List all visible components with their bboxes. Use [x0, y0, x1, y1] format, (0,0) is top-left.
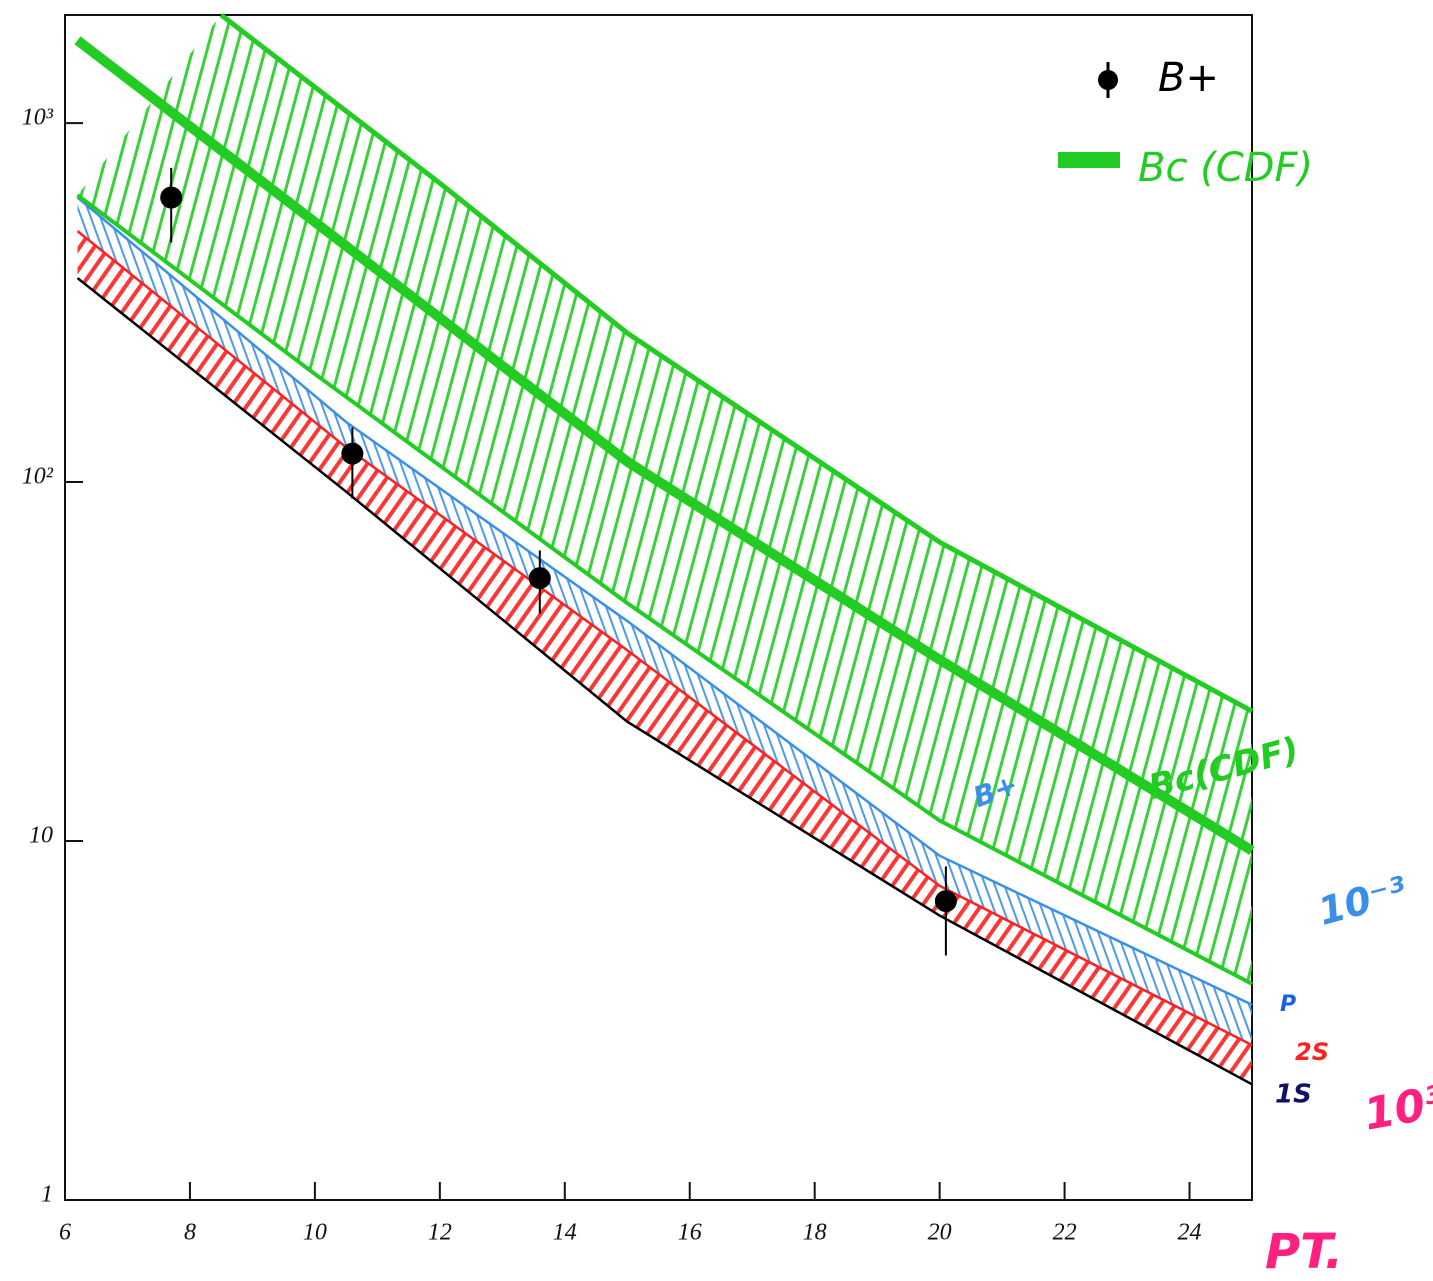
x-tick-label: 24: [1178, 1220, 1202, 1246]
annotation: 2S: [1295, 1038, 1329, 1066]
curve: [219, 13, 1254, 714]
annotation: 1S: [1275, 1080, 1312, 1110]
legend-label: B+: [1158, 55, 1219, 101]
annotation: PT.: [1265, 1224, 1343, 1280]
x-tick-label: 14: [553, 1220, 577, 1246]
y-tick-label: 1: [41, 1182, 53, 1208]
x-tick-label: 10: [303, 1220, 327, 1246]
x-tick-label: 12: [428, 1220, 452, 1246]
x-tick-label: 6: [59, 1220, 71, 1246]
y-tick-label: 10²: [22, 464, 54, 490]
data-point: [160, 186, 183, 209]
legend-swatch: [1098, 70, 1118, 90]
annotation: P: [1280, 992, 1296, 1017]
plot-frame: [64, 14, 1253, 1201]
curve: [76, 230, 1253, 1047]
x-tick-label: 8: [184, 1220, 196, 1246]
curve: [76, 196, 1253, 1006]
y-tick-label: 10³: [22, 105, 54, 131]
hatched-band: [77, 197, 1252, 1046]
legend-label: Bc (CDF): [1138, 145, 1313, 191]
x-tick-label: 16: [678, 1220, 702, 1246]
curve: [76, 277, 1253, 1086]
x-tick-label: 20: [928, 1220, 952, 1246]
curve: [74, 36, 1255, 855]
hatched-band: [77, 231, 1252, 1085]
hatched-band: [77, 15, 1252, 984]
y-tick-label: 10: [29, 823, 53, 849]
data-point: [341, 442, 364, 465]
x-tick-label: 22: [1053, 1220, 1077, 1246]
x-tick-label: 18: [803, 1220, 827, 1246]
curve: [76, 193, 1253, 986]
annotation: 10⁻³: [1314, 868, 1412, 934]
annotation: 10³: [1360, 1076, 1433, 1140]
data-point: [528, 567, 551, 590]
data-point: [934, 890, 957, 913]
